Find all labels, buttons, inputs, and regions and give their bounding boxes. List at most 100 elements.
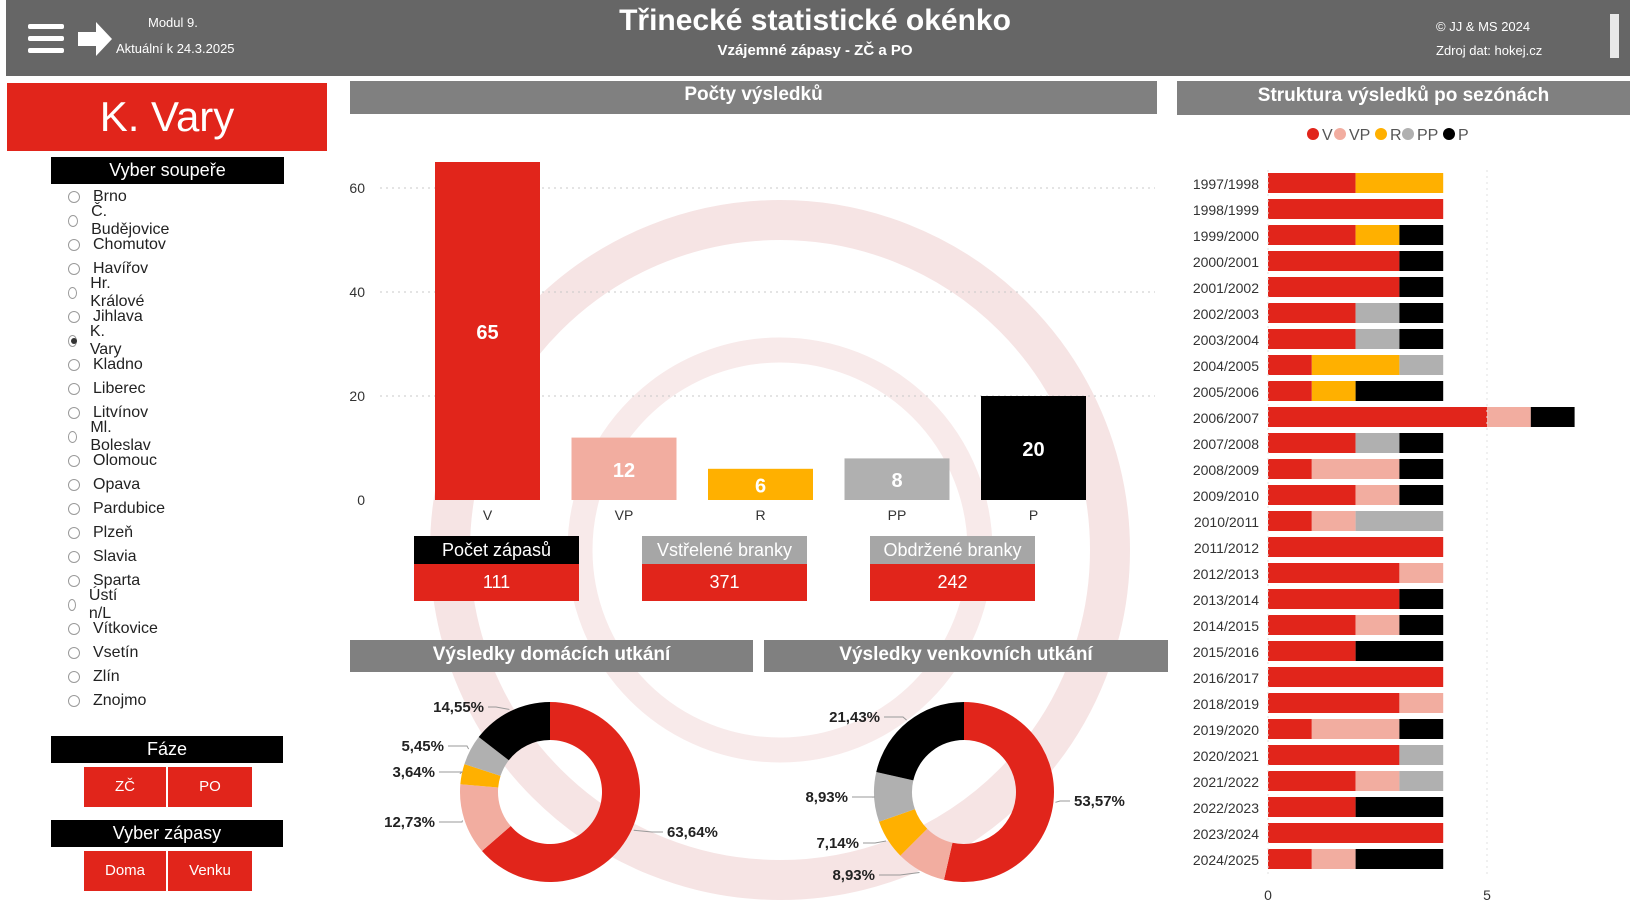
segment-v [1268, 407, 1487, 427]
season-label: 2020/2021 [1193, 748, 1259, 764]
opponent-option-litv-nov[interactable]: Litvínov [68, 402, 148, 424]
radio-button[interactable] [68, 695, 80, 707]
radio-button[interactable] [68, 263, 80, 275]
bar-vp [571, 437, 677, 500]
opponent-label: Č. Budějovice [91, 203, 170, 238]
radio-button[interactable] [68, 599, 76, 611]
opponent-option-v-tkovice[interactable]: Vítkovice [68, 618, 158, 640]
radio-button[interactable] [68, 311, 80, 323]
season-label: 2005/2006 [1193, 384, 1259, 400]
opponent-option-hav-ov[interactable]: Havířov [68, 258, 148, 280]
phase-po-button[interactable]: PO [168, 767, 252, 807]
home-results-donut: 63,64% 12,73% 3,64% 5,45% 14,55% [384, 699, 718, 882]
radio-button[interactable] [68, 239, 80, 251]
radio-button[interactable] [68, 575, 80, 587]
slice-percent-label: 12,73% [384, 814, 435, 831]
opponent-label: Chomutov [93, 236, 166, 253]
opponent-option-brno[interactable]: Brno [68, 186, 127, 208]
legend-label: VP [1349, 127, 1370, 144]
radio-button[interactable] [68, 191, 80, 203]
segment-v [1268, 563, 1400, 583]
radio-button[interactable] [68, 527, 80, 539]
radio-button[interactable] [68, 359, 80, 371]
radio-button[interactable] [68, 287, 78, 299]
segment-p [1399, 277, 1444, 297]
leader-line [439, 820, 463, 823]
kpi-matches: Počet zápasů 111 [414, 536, 579, 601]
radio-button[interactable] [68, 671, 80, 683]
season-label: 2021/2022 [1193, 774, 1259, 790]
opponent-option-pardubice[interactable]: Pardubice [68, 498, 165, 520]
header-scrollbar[interactable] [1610, 14, 1619, 58]
segment-p [1399, 225, 1444, 245]
opponent-option-zl-n[interactable]: Zlín [68, 666, 120, 688]
opponent-label: Hr. Králové [90, 275, 145, 310]
opponent-option-olomouc[interactable]: Olomouc [68, 450, 157, 472]
donut-slice-vp [900, 828, 953, 880]
kpi-matches-value: 111 [414, 564, 579, 601]
segment-v [1268, 485, 1356, 505]
kpi-goals-conceded: Obdržené branky 242 [870, 536, 1035, 601]
opponent-option-plze[interactable]: Plzeň [68, 522, 133, 544]
radio-button[interactable] [68, 551, 80, 563]
radio-button[interactable] [68, 647, 80, 659]
opponent-label: Sparta [93, 572, 141, 589]
venue-home-button[interactable]: Doma [84, 851, 166, 891]
radio-button[interactable] [68, 431, 78, 443]
leader-line [488, 706, 510, 710]
opponent-option-slavia[interactable]: Slavia [68, 546, 137, 568]
kpi-goals-scored-label: Vstřelené branky [642, 536, 807, 564]
results-count-chart: 0 20 40 60 65 V 12 VP 6 R 8 PP 20 P [349, 162, 1155, 523]
segment-v [1268, 745, 1400, 765]
segment-v [1268, 381, 1312, 401]
season-label: 2008/2009 [1193, 462, 1259, 478]
opponent-option-ml-boleslav[interactable]: Ml. Boleslav [68, 419, 153, 454]
opponent-option-bud-jovice[interactable]: Č. Budějovice [68, 203, 171, 238]
segment-p [1399, 485, 1444, 505]
opponent-header: Vyber soupeře [51, 157, 284, 184]
opponent-label: Opava [93, 476, 141, 493]
opponent-option-sparta[interactable]: Sparta [68, 570, 140, 592]
hamburger-menu-icon[interactable] [28, 24, 64, 54]
season-label: 2019/2020 [1193, 722, 1259, 738]
opponent-option-opava[interactable]: Opava [68, 474, 140, 496]
segment-v [1268, 615, 1356, 635]
segment-r [1311, 381, 1356, 401]
radio-button[interactable] [68, 383, 80, 395]
away-results-donut: 53,57% 8,93% 7,14% 8,93% 21,43% [805, 702, 1125, 884]
segment-pp [1355, 433, 1400, 453]
opponent-option-hr-kr-lov[interactable]: Hr. Králové [68, 275, 147, 310]
phase-zc-button[interactable]: ZČ [84, 767, 166, 807]
segment-v [1268, 277, 1400, 297]
opponent-option-chomutov[interactable]: Chomutov [68, 234, 166, 256]
season-label: 2004/2005 [1193, 358, 1259, 374]
opponent-option-jihlava[interactable]: Jihlava [68, 306, 143, 328]
opponent-option-znojmo[interactable]: Znojmo [68, 690, 146, 712]
radio-button[interactable] [68, 215, 79, 227]
radio-button[interactable] [68, 623, 80, 635]
arrow-right-icon[interactable] [78, 22, 114, 56]
donut-slice-v [943, 702, 1054, 882]
opponent-option-liberec[interactable]: Liberec [68, 378, 145, 400]
bar-value-label: 20 [1022, 439, 1044, 461]
opponent-option-st-n-l[interactable]: Ústí n/L [68, 587, 121, 622]
y-tick-label: 0 [357, 492, 365, 508]
opponent-label: Jihlava [93, 308, 143, 325]
season-label: 2002/2003 [1193, 306, 1259, 322]
radio-button[interactable] [68, 479, 80, 491]
radio-button[interactable] [68, 407, 80, 419]
x-tick-label: VP [615, 507, 634, 523]
opponent-option-vset-n[interactable]: Vsetín [68, 642, 138, 664]
slice-percent-label: 3,64% [392, 764, 435, 781]
venue-away-button[interactable]: Venku [168, 851, 252, 891]
radio-button[interactable] [68, 455, 80, 467]
radio-button[interactable] [68, 503, 80, 515]
page-title: Třinecké statistické okénko [619, 4, 1011, 37]
venue-header: Vyber zápasy [51, 820, 283, 847]
donut-slice-v [481, 702, 640, 882]
opponent-label: Pardubice [93, 500, 166, 517]
segment-vp [1311, 719, 1400, 739]
opponent-option-k-vary[interactable]: K. Vary [68, 323, 125, 358]
radio-button[interactable] [68, 335, 77, 347]
opponent-option-kladno[interactable]: Kladno [68, 354, 143, 376]
